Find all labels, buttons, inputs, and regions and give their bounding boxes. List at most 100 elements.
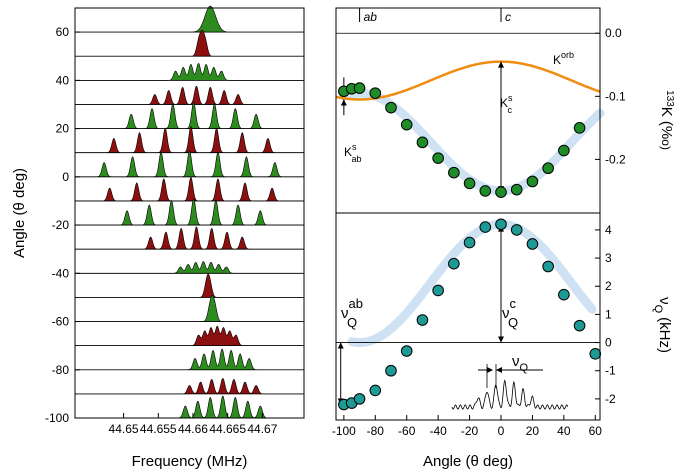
- y-tick-label: 60: [56, 25, 70, 39]
- shift-fit-band: [339, 88, 605, 196]
- quad-point: [369, 384, 382, 397]
- korb-curve: [335, 60, 601, 101]
- quad-y-tick-label: -1: [605, 364, 616, 378]
- nuq-label: νQ: [512, 353, 529, 374]
- shift-point: [448, 166, 460, 179]
- quad-y-tick-label: 3: [605, 251, 612, 265]
- nuq-base: ν: [512, 353, 520, 370]
- quad-axis-label: νQ (kHz): [652, 297, 673, 353]
- ksab-arrow-down-head: [340, 99, 347, 106]
- top-marker-label: ab: [364, 10, 378, 24]
- quad-x-tick-label: -20: [461, 424, 479, 438]
- nuqc-arrow-head-bottom: [498, 336, 504, 343]
- y-tick-label: -60: [52, 315, 70, 329]
- korb-sup: orb: [561, 50, 574, 60]
- quad-point: [558, 288, 570, 301]
- quad-point: [479, 221, 492, 233]
- spectrum-10: [74, 126, 305, 154]
- y-axis-label: Angle (θ deg): [11, 168, 28, 258]
- spectrum-30: [74, 86, 305, 105]
- inset-arrow-left-head: [487, 367, 493, 373]
- quad-x-tick-label: -40: [429, 424, 447, 438]
- spectrum-60: [74, 5, 305, 33]
- y-tick-label: -40: [52, 266, 70, 280]
- quad-x-axis-label: Angle (θ deg): [423, 453, 513, 470]
- shift-point: [510, 183, 523, 196]
- y-tick-label: 40: [56, 73, 70, 87]
- spectrum-20: [74, 102, 305, 129]
- spectrum--20: [74, 198, 305, 226]
- spectrum--30: [74, 226, 305, 250]
- quad-axis-label-unit: (kHz): [656, 317, 673, 353]
- nuqc-sub: Q: [508, 315, 518, 330]
- shift-y-tick-label: -0.1: [605, 89, 626, 103]
- spectrum--50: [74, 273, 305, 298]
- ksc-arrow-head: [498, 61, 504, 68]
- shift-point: [573, 122, 586, 134]
- quad-point: [589, 348, 602, 360]
- y-tick-label: 0: [62, 170, 69, 184]
- spectrum-40: [74, 63, 305, 81]
- quad-frame: [335, 212, 601, 421]
- shift-axis-label: 133K (%o): [658, 90, 675, 150]
- spectrum-0: [74, 150, 305, 178]
- shift-point: [479, 185, 492, 197]
- nuqab-base: ν: [341, 305, 349, 322]
- quad-x-tick-label: 20: [526, 424, 540, 438]
- x-tick-label: 44.65: [109, 422, 139, 436]
- spectrum--60: [74, 295, 305, 322]
- y-tick-label: -20: [52, 218, 70, 232]
- quad-x-tick-label: -60: [398, 424, 416, 438]
- shift-point: [369, 87, 382, 99]
- quad-point: [463, 236, 476, 249]
- quad-axis-label-sub: Q: [652, 305, 664, 314]
- spectrum--100: [75, 395, 304, 419]
- x-tick-label: 44.655: [140, 422, 177, 436]
- ksc-label: Ks c: [500, 93, 513, 115]
- x-tick-label: 44.67: [247, 422, 277, 436]
- quad-x-tick-label: 60: [589, 424, 603, 438]
- quad-x-tick-label: -100: [332, 424, 356, 438]
- quad-y-tick-label: -2: [605, 392, 616, 406]
- quad-point: [526, 238, 539, 250]
- quad-fit-band: [347, 219, 597, 348]
- quad-point: [448, 257, 460, 270]
- quad-point: [510, 224, 523, 236]
- nuqab-sub: Q: [347, 315, 357, 330]
- shift-point: [416, 136, 429, 149]
- quad-y-tick-label: 1: [605, 307, 612, 321]
- ksab-sup: s: [352, 142, 357, 152]
- x-tick-label: 44.665: [209, 422, 246, 436]
- ksab-label: Ks ab: [344, 142, 362, 164]
- top-marker-label: c: [505, 10, 511, 24]
- nuqab-sup: ab: [349, 296, 363, 311]
- shift-point: [542, 162, 554, 175]
- spectrum--70: [74, 325, 305, 346]
- y-tick-label: 20: [56, 122, 70, 136]
- nuqc-sup: c: [510, 296, 517, 311]
- nuqab-arrow-head-top: [337, 342, 344, 349]
- shift-y-tick-label: -0.2: [605, 152, 626, 166]
- ksab-base: K: [344, 145, 352, 159]
- quad-axis-label-main: ν: [656, 297, 673, 305]
- shift-y-tick-label: 0.0: [605, 26, 622, 40]
- quadrupole-panel: -100 -80 -60 -40 -20 0 20 40 60 4 3 2 1 0 -1 -2 Angle (θ…: [332, 212, 673, 470]
- shift-point: [400, 118, 413, 131]
- spectrum--80: [74, 348, 305, 371]
- quad-point: [385, 364, 397, 377]
- spectrum--40: [74, 261, 305, 274]
- nuqc-base: ν: [502, 305, 510, 322]
- quad-point: [542, 260, 554, 273]
- spectra-frame: [74, 7, 305, 419]
- shift-point: [385, 101, 397, 114]
- y-tick-label: -80: [52, 363, 70, 377]
- shift-point: [353, 82, 366, 94]
- shift-axis-label-main: K (%: [658, 107, 675, 140]
- quad-x-tick-label: 0: [498, 424, 505, 438]
- quad-point: [573, 319, 586, 332]
- shift-panel: ab c 0.0 -0.1 -0.2 Korb Ks c Ks ab 133K (%o): [335, 7, 675, 214]
- x-axis-label: Frequency (MHz): [132, 453, 248, 470]
- spectrum--10: [74, 177, 305, 202]
